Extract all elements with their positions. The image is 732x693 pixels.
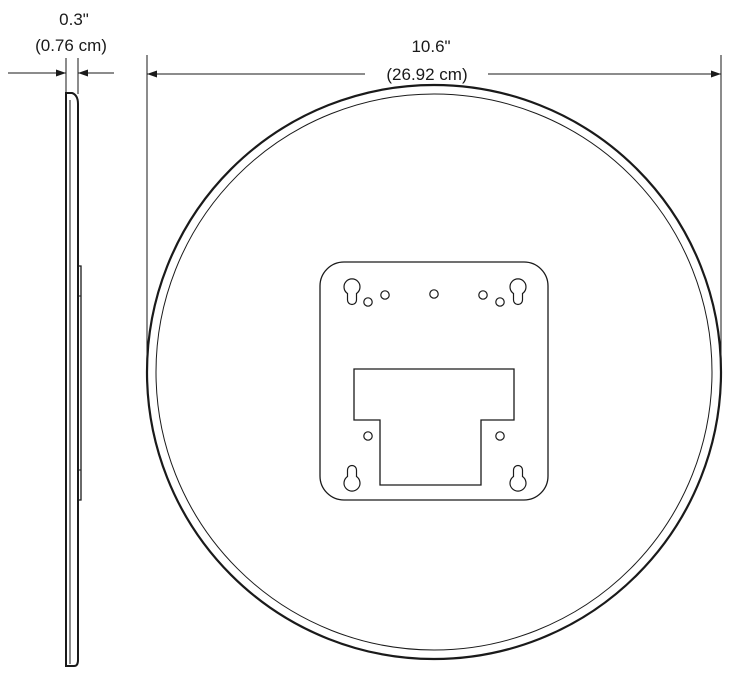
thickness-inches-label: 0.3" [59,10,89,29]
screw-hole-1 [363,297,373,307]
plate-inner-rim [155,93,713,651]
screw-hole-4 [478,290,488,300]
diameter-inches-label: 10.6" [411,37,450,56]
keyhole-slot-top-left [343,278,361,306]
side-view: 0.3" (0.76 cm) [8,10,114,667]
diameter-cm-label: (26.92 cm) [386,65,467,84]
screw-hole-2 [380,290,390,300]
screw-hole-6 [363,431,373,441]
front-view: 10.6" (26.92 cm) [145,37,723,661]
screw-hole-7 [495,431,505,441]
plate-outer-rim [145,83,723,661]
screw-hole-5 [495,297,505,307]
bracket-cutout [353,368,515,486]
keyhole-slot-top-right [509,278,527,306]
keyhole-slot-bottom-right [509,464,527,492]
keyhole-slot-bottom-left [343,464,361,492]
mounting-bracket-outline [319,261,549,501]
side-bracket-outline [78,265,82,501]
thickness-cm-label: (0.76 cm) [35,36,107,55]
side-profile-outline [65,92,79,667]
screw-hole-3 [429,289,439,299]
